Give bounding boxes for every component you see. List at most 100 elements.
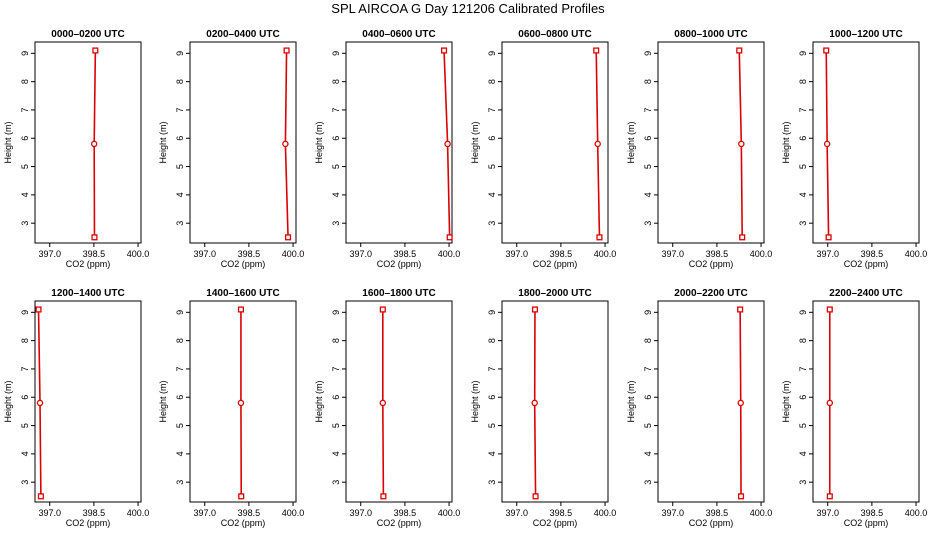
panel-title: 1400–1600 UTC (206, 288, 279, 299)
profile-panel: 0000–0200 UTC 3 4 5 6 7 8 9 397.0 398.5 400.0 CO2 (… (3, 29, 149, 269)
y-tick-label: 9 (331, 310, 341, 315)
data-point (594, 140, 601, 148)
y-tick-label: 4 (331, 451, 341, 456)
y-tick-label: 4 (331, 192, 341, 197)
y-tick-label: 6 (175, 136, 185, 141)
x-tick-label: 400.0 (127, 508, 150, 518)
profile-panel: 0600–0800 UTC 3 4 5 6 7 8 9 397.0 398.5 400.0 CO2 (… (470, 29, 616, 269)
panel-title: 0000–0200 UTC (51, 29, 124, 40)
y-tick-label: 9 (643, 310, 653, 315)
y-tick-label: 7 (487, 366, 497, 371)
data-point (91, 234, 98, 241)
profile-panel: 0400–0600 UTC 3 4 5 6 7 8 9 397.0 398.5 400.0 CO2 (… (314, 29, 460, 269)
x-tick-label: 398.5 (238, 508, 261, 518)
y-tick-label: 8 (331, 79, 341, 84)
data-point (825, 234, 832, 241)
data-point (826, 399, 834, 407)
y-tick-label: 7 (643, 366, 653, 371)
y-tick-label: 9 (487, 51, 497, 56)
data-point (90, 140, 98, 148)
x-tick-label: 398.5 (550, 508, 573, 518)
y-tick-label: 6 (20, 395, 30, 400)
data-point (826, 306, 833, 313)
y-tick-label: 6 (20, 136, 30, 141)
panels-grid: 0000–0200 UTC 3 4 5 6 7 8 9 397.0 398.5 400.0 CO2 (… (3, 29, 927, 528)
x-tick-label: 398.5 (550, 249, 573, 259)
x-tick-label: 398.5 (861, 508, 884, 518)
y-tick-label: 5 (20, 164, 30, 169)
x-tick-label: 400.0 (905, 249, 928, 259)
panel-title: 0200–0400 UTC (206, 29, 279, 40)
y-tick-label: 3 (798, 480, 808, 485)
y-tick-label: 7 (20, 107, 30, 112)
x-axis-label: CO2 (ppm) (377, 518, 422, 528)
y-tick-label: 3 (487, 221, 497, 226)
x-tick-label: 397.0 (38, 249, 61, 259)
y-tick-label: 5 (487, 423, 497, 428)
y-axis-label: Height (m) (781, 380, 791, 422)
x-tick-label: 400.0 (127, 249, 150, 259)
y-tick-label: 5 (487, 164, 497, 169)
profile-panel: 1200–1400 UTC 3 4 5 6 7 8 9 397.0 398.5 400.0 CO2 (… (3, 288, 149, 528)
profile-panel: 2000–2200 UTC 3 4 5 6 7 8 9 397.0 398.5 400.0 CO2 (… (626, 288, 772, 528)
y-tick-label: 9 (175, 310, 185, 315)
y-tick-label: 9 (20, 51, 30, 56)
y-tick-label: 7 (331, 366, 341, 371)
y-tick-label: 6 (798, 136, 808, 141)
x-tick-label: 398.5 (83, 249, 106, 259)
y-axis-label: Height (m) (470, 380, 480, 422)
data-point (739, 234, 746, 241)
plot-frame (345, 300, 453, 503)
y-tick-label: 4 (175, 192, 185, 197)
data-point (37, 493, 44, 500)
x-tick-label: 398.5 (394, 249, 417, 259)
x-tick-label: 397.0 (193, 508, 216, 518)
plot-frame (34, 41, 142, 244)
panel-title: 2000–2200 UTC (674, 288, 747, 299)
data-point (237, 306, 244, 313)
data-point (238, 493, 245, 500)
y-tick-label: 8 (20, 79, 30, 84)
data-point (596, 234, 603, 241)
y-axis-label: Height (m) (3, 380, 13, 422)
y-tick-label: 3 (798, 221, 808, 226)
data-point (380, 493, 387, 500)
y-axis-label: Height (m) (314, 380, 324, 422)
y-axis-label: Height (m) (470, 121, 480, 163)
data-point (36, 399, 44, 407)
y-axis-label: Height (m) (158, 121, 168, 163)
data-point (35, 306, 42, 313)
x-tick-label: 398.5 (706, 508, 729, 518)
panel-title: 0400–0600 UTC (362, 29, 435, 40)
y-tick-label: 4 (798, 192, 808, 197)
data-point (737, 493, 745, 500)
y-tick-label: 7 (331, 107, 341, 112)
y-tick-label: 4 (487, 451, 497, 456)
y-tick-label: 3 (331, 480, 341, 485)
x-tick-label: 397.0 (505, 249, 528, 259)
y-tick-label: 6 (331, 136, 341, 141)
profile-panel: 2200–2400 UTC 3 4 5 6 7 8 9 397.0 398.5 400.0 CO2 (… (781, 288, 927, 528)
y-tick-label: 9 (20, 310, 30, 315)
y-tick-label: 9 (331, 51, 341, 56)
y-tick-label: 3 (643, 480, 653, 485)
y-tick-label: 7 (175, 107, 185, 112)
x-axis-label: CO2 (ppm) (377, 259, 422, 269)
plot-frame (812, 41, 920, 244)
data-point (736, 47, 743, 54)
profile-panel: 1800–2000 UTC 3 4 5 6 7 8 9 397.0 398.5 400.0 CO2 (… (470, 288, 616, 528)
data-point (379, 306, 386, 313)
panel-title: 1000–1200 UTC (829, 29, 902, 40)
x-tick-label: 398.5 (706, 249, 729, 259)
x-axis-label: CO2 (ppm) (221, 518, 266, 528)
data-point (440, 47, 448, 54)
panel-title: 1800–2000 UTC (518, 288, 591, 299)
y-tick-label: 7 (798, 366, 808, 371)
y-tick-label: 4 (175, 451, 185, 456)
x-axis-label: CO2 (ppm) (66, 259, 111, 269)
y-tick-label: 5 (331, 164, 341, 169)
x-tick-label: 400.0 (750, 508, 773, 518)
y-tick-label: 3 (175, 480, 185, 485)
data-point (92, 47, 99, 54)
data-point (282, 140, 289, 148)
